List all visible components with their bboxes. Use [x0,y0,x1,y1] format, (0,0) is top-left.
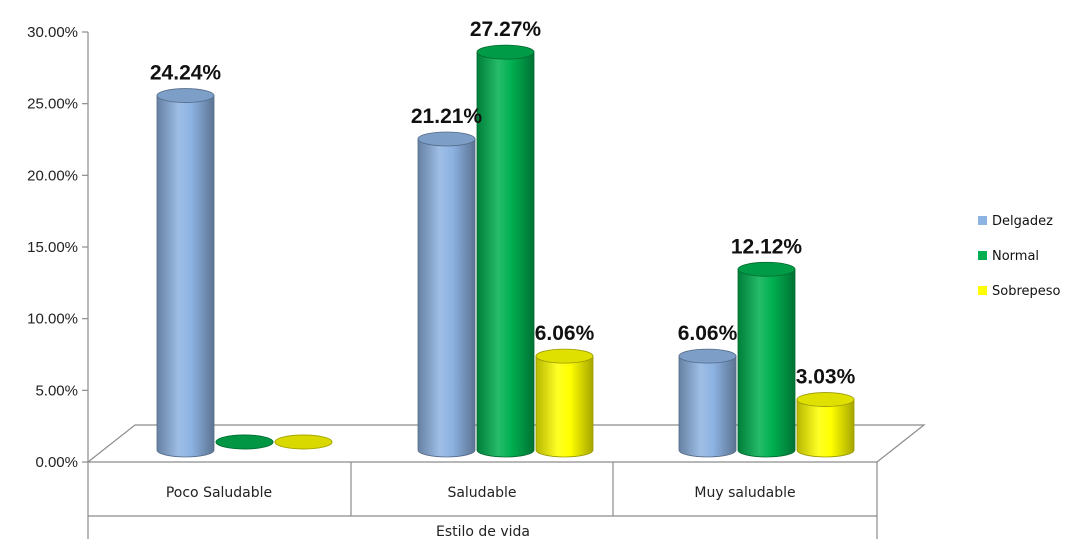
legend-item-delgadez: Delgadez [978,214,1053,229]
bar-normal-0 [215,434,274,450]
data-label: 6.06% [535,322,595,345]
data-labels: 24.24% 21.21% 6.06% 27.27% 12.12% 6.06% 3.03% [150,18,856,388]
legend-swatch [978,286,987,295]
bar-delgadez-0 [156,88,215,458]
bar-normal-2 [737,261,796,458]
legend-label: Normal [992,249,1039,264]
bar-sobrepeso-1 [535,348,594,458]
bar-sobrepeso-0 [274,434,333,450]
legend-item-sobrepeso: Sobrepeso [978,284,1061,299]
legend-label: Delgadez [992,214,1053,229]
legend-swatch [978,216,987,225]
legend-item-normal: Normal [978,249,1039,264]
y-tick-label: 30.00% [27,24,78,41]
legend: Delgadez Normal Sobrepeso [978,214,1061,299]
legend-label: Sobrepeso [992,284,1061,299]
data-label: 3.03% [796,366,856,389]
y-tick-label: 15.00% [27,239,78,256]
y-tick-label: 0.00% [35,454,78,471]
axes: 0.00% 5.00% 10.00% 15.00% 20.00% 25.00% 30.00%… [27,24,878,539]
bar-delgadez-1 [417,131,476,458]
bar-sobrepeso-2 [796,392,855,458]
x-axis-title: Estilo de vida [436,524,530,539]
category-label: Poco Saludable [166,485,272,501]
bar-normal-1 [476,44,535,458]
data-label: 24.24% [150,62,222,85]
data-label: 12.12% [731,235,803,258]
data-label: 27.27% [470,18,542,41]
legend-swatch [978,251,987,260]
data-label: 21.21% [411,105,483,128]
y-tick-label: 25.00% [27,96,78,113]
data-label: 6.06% [678,322,738,345]
bars [156,44,855,458]
category-label: Saludable [447,485,516,501]
y-tick-label: 10.00% [27,311,78,328]
y-tick-label: 20.00% [27,167,78,184]
category-label: Muy saludable [694,485,795,501]
y-tick-label: 5.00% [35,382,78,399]
bar-delgadez-2 [678,348,737,458]
